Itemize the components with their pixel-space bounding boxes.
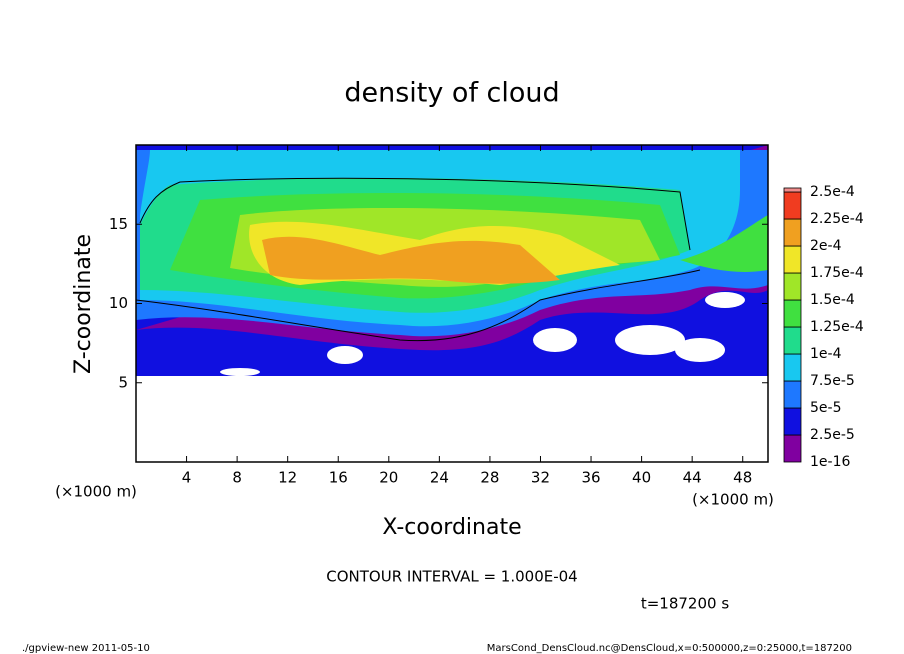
colorbar-cell — [783, 326, 802, 355]
colorbar-cell — [783, 380, 802, 409]
footer-left: ./gpview-new 2011-05-10 — [22, 643, 150, 654]
contour-interval: CONTOUR INTERVAL = 1.000E-04 — [326, 568, 577, 586]
x-tick-label: 20 — [379, 469, 398, 487]
x-axis-title: X-coordinate — [382, 515, 521, 540]
y-tick-label: 10 — [109, 294, 128, 312]
colorbar-cell — [783, 272, 802, 301]
colorbar-cell — [783, 191, 802, 220]
colorbar-label: 1e-16 — [810, 454, 850, 470]
time-label: t=187200 s — [641, 595, 729, 613]
y-tick-label: 5 — [118, 373, 128, 391]
colorbar-label: 2e-4 — [810, 238, 842, 254]
footer-right: MarsCond_DensCloud.nc@DensCloud,x=0:5000… — [487, 643, 852, 654]
y-axis-title: Z-coordinate — [71, 234, 96, 374]
x-unit: (×1000 m) — [692, 491, 774, 509]
x-tick-label: 12 — [278, 469, 297, 487]
x-tick-label: 8 — [232, 469, 242, 487]
colorbar-cell — [783, 353, 802, 382]
x-tick-label: 4 — [182, 469, 192, 487]
x-tick-label: 24 — [430, 469, 449, 487]
x-tick-label: 36 — [581, 469, 600, 487]
colorbar-cell — [783, 434, 802, 463]
colorbar-cell — [783, 299, 802, 328]
x-tick-label: 40 — [632, 469, 651, 487]
x-tick-label: 32 — [531, 469, 550, 487]
colorbar-label: 1e-4 — [810, 346, 842, 362]
colorbar-cell — [783, 245, 802, 274]
colorbar-label: 1.75e-4 — [810, 265, 864, 281]
x-tick-label: 44 — [683, 469, 702, 487]
field — [135, 145, 768, 462]
x-unit-left: (×1000 m) — [55, 483, 137, 501]
colorbar-cell — [783, 407, 802, 436]
x-tick-label: 48 — [733, 469, 752, 487]
chart-title: density of cloud — [344, 78, 559, 109]
colorbar-cell — [783, 187, 802, 193]
colorbar-label: 2.25e-4 — [810, 211, 864, 227]
colorbar-label: 2.5e-4 — [810, 184, 855, 200]
colorbar-label: 2.5e-5 — [810, 427, 855, 443]
x-tick-label: 16 — [329, 469, 348, 487]
colorbar-label: 1.25e-4 — [810, 319, 864, 335]
colorbar-label: 1.5e-4 — [810, 292, 855, 308]
colorbar-label: 7.5e-5 — [810, 373, 855, 389]
colorbar-cell — [783, 218, 802, 247]
x-tick-label: 28 — [480, 469, 499, 487]
y-tick-label: 15 — [109, 215, 128, 233]
colorbar-label: 5e-5 — [810, 400, 841, 416]
